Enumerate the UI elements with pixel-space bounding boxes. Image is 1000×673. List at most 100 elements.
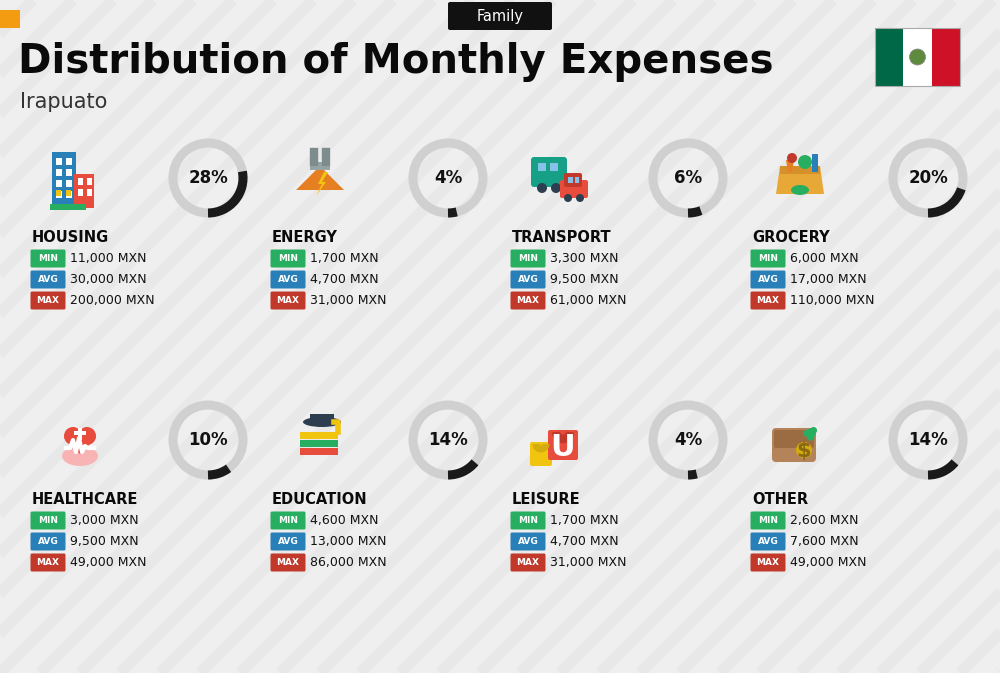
Text: 4%: 4%: [674, 431, 702, 449]
Text: 3,000 MXN: 3,000 MXN: [70, 514, 139, 528]
Ellipse shape: [791, 185, 809, 195]
FancyBboxPatch shape: [548, 430, 578, 460]
Bar: [56, 180, 62, 187]
Text: MIN: MIN: [518, 516, 538, 526]
Text: MIN: MIN: [38, 516, 58, 526]
FancyBboxPatch shape: [750, 511, 786, 530]
Text: OTHER: OTHER: [752, 493, 808, 507]
Bar: [66, 158, 72, 165]
Text: 28%: 28%: [188, 169, 228, 187]
Polygon shape: [64, 438, 96, 454]
Text: 31,000 MXN: 31,000 MXN: [310, 294, 386, 308]
Bar: [932, 28, 960, 86]
Bar: [875, 28, 960, 86]
Text: $: $: [797, 441, 811, 461]
Polygon shape: [316, 172, 328, 196]
Text: HOUSING: HOUSING: [32, 230, 109, 246]
Text: AVG: AVG: [518, 537, 538, 546]
Ellipse shape: [303, 417, 341, 427]
Text: 1,700 MXN: 1,700 MXN: [550, 514, 619, 528]
Bar: [78, 178, 83, 185]
Text: 30,000 MXN: 30,000 MXN: [70, 273, 147, 286]
FancyBboxPatch shape: [560, 180, 588, 198]
Text: HEALTHCARE: HEALTHCARE: [32, 493, 138, 507]
FancyBboxPatch shape: [448, 2, 552, 30]
Text: Family: Family: [477, 9, 524, 24]
FancyBboxPatch shape: [30, 511, 66, 530]
FancyBboxPatch shape: [511, 511, 546, 530]
Bar: [52, 152, 76, 204]
Bar: [74, 174, 94, 208]
FancyBboxPatch shape: [531, 157, 567, 187]
Bar: [87, 189, 92, 196]
Bar: [568, 177, 573, 183]
FancyBboxPatch shape: [774, 430, 814, 448]
Text: MAX: MAX: [36, 296, 60, 306]
Bar: [66, 169, 72, 176]
FancyBboxPatch shape: [750, 291, 786, 310]
Bar: [50, 204, 86, 210]
Text: 14%: 14%: [428, 431, 468, 449]
Bar: [66, 191, 72, 198]
Text: MAX: MAX: [757, 559, 780, 567]
Text: GROCERY: GROCERY: [752, 230, 830, 246]
Text: MIN: MIN: [38, 254, 58, 263]
FancyBboxPatch shape: [30, 532, 66, 551]
Text: 86,000 MXN: 86,000 MXN: [310, 557, 387, 569]
FancyBboxPatch shape: [270, 553, 306, 571]
FancyBboxPatch shape: [30, 250, 66, 267]
FancyBboxPatch shape: [270, 511, 306, 530]
FancyBboxPatch shape: [30, 553, 66, 571]
FancyBboxPatch shape: [511, 291, 546, 310]
Text: 17,000 MXN: 17,000 MXN: [790, 273, 867, 286]
Bar: [56, 190, 61, 196]
Text: U: U: [551, 433, 575, 462]
Bar: [310, 162, 330, 170]
FancyBboxPatch shape: [564, 173, 582, 187]
Bar: [56, 191, 62, 198]
Bar: [550, 163, 558, 171]
Text: 4,600 MXN: 4,600 MXN: [310, 514, 378, 528]
Bar: [56, 169, 62, 176]
Text: 14%: 14%: [908, 431, 948, 449]
Text: 1,700 MXN: 1,700 MXN: [310, 252, 379, 265]
Ellipse shape: [62, 446, 98, 466]
Text: 6%: 6%: [674, 169, 702, 187]
FancyBboxPatch shape: [772, 428, 816, 462]
Text: TRANSPORT: TRANSPORT: [512, 230, 612, 246]
Text: AVG: AVG: [758, 537, 778, 546]
FancyBboxPatch shape: [30, 271, 66, 289]
Text: 6,000 MXN: 6,000 MXN: [790, 252, 859, 265]
Bar: [310, 414, 334, 424]
Polygon shape: [786, 160, 794, 172]
Text: Irapuato: Irapuato: [20, 92, 107, 112]
FancyBboxPatch shape: [750, 271, 786, 289]
Text: MIN: MIN: [758, 516, 778, 526]
Text: 49,000 MXN: 49,000 MXN: [790, 557, 866, 569]
Text: 13,000 MXN: 13,000 MXN: [310, 535, 386, 548]
Text: 3,300 MXN: 3,300 MXN: [550, 252, 618, 265]
Text: Distribution of Monthly Expenses: Distribution of Monthly Expenses: [18, 42, 774, 82]
Text: AVG: AVG: [38, 537, 58, 546]
Bar: [74, 431, 86, 435]
Bar: [780, 166, 820, 174]
Text: MIN: MIN: [278, 254, 298, 263]
Text: 20%: 20%: [908, 169, 948, 187]
FancyBboxPatch shape: [511, 553, 546, 571]
Text: 61,000 MXN: 61,000 MXN: [550, 294, 626, 308]
FancyBboxPatch shape: [750, 532, 786, 551]
Polygon shape: [0, 10, 20, 28]
Circle shape: [910, 49, 926, 65]
Text: MAX: MAX: [516, 296, 540, 306]
Circle shape: [787, 153, 797, 163]
Text: 2,600 MXN: 2,600 MXN: [790, 514, 858, 528]
FancyBboxPatch shape: [511, 532, 546, 551]
Bar: [66, 190, 71, 196]
Bar: [78, 189, 83, 196]
Bar: [875, 28, 903, 86]
Text: 4%: 4%: [434, 169, 462, 187]
Circle shape: [576, 194, 584, 202]
Text: 110,000 MXN: 110,000 MXN: [790, 294, 874, 308]
Bar: [300, 432, 338, 439]
FancyBboxPatch shape: [750, 250, 786, 267]
